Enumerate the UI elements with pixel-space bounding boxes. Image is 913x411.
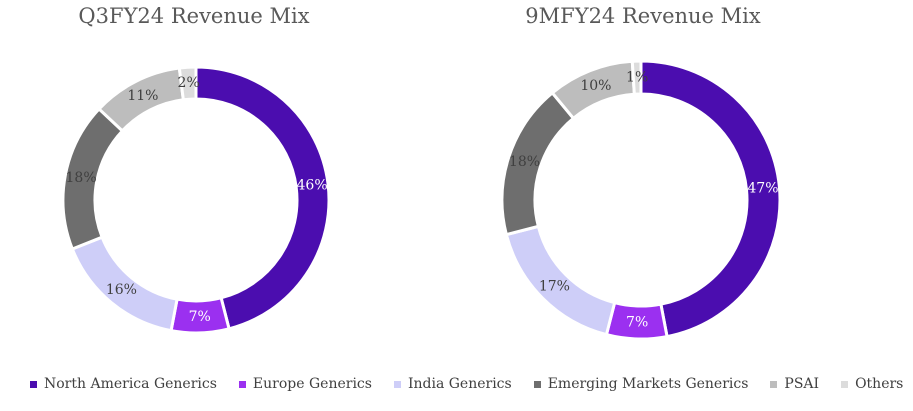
data-label-europe: 7%	[626, 314, 648, 330]
legend-label: Europe Generics	[252, 376, 372, 392]
data-label-psai: 11%	[127, 88, 158, 104]
data-label-psai: 10%	[580, 78, 611, 94]
legend-item-psai: PSAI	[770, 376, 819, 392]
chart-title-9mfy24: 9MFY24 Revenue Mix	[525, 4, 761, 28]
donut-slice-others	[177, 65, 198, 102]
legend-item-india: India Generics	[393, 376, 512, 392]
donut-9mfy24: 47% 7% 17% 18% 10% 1%	[500, 59, 782, 341]
donut-slice-others	[630, 59, 643, 96]
legend-swatch	[393, 380, 401, 388]
legend-swatch	[30, 380, 37, 388]
data-label-north-america: 46%	[297, 177, 328, 193]
legend-label: PSAI	[784, 376, 820, 392]
legend-label: Others	[855, 376, 904, 392]
data-label-europe: 7%	[189, 309, 211, 325]
legend-item-europe: Europe Generics	[238, 376, 372, 392]
chart-title-q3fy24: Q3FY24 Revenue Mix	[78, 4, 310, 28]
legend-label: North America Generics	[44, 376, 217, 392]
data-label-north-america: 47%	[747, 180, 778, 196]
chart-legend: North America Generics Europe Generics I…	[30, 376, 910, 392]
legend-swatch	[841, 380, 849, 388]
donut-slice-north-america	[639, 59, 782, 339]
data-label-emerging-markets: 18%	[66, 170, 97, 186]
legend-item-others: Others	[841, 376, 903, 392]
data-label-india: 17%	[539, 279, 570, 295]
legend-swatch	[770, 380, 778, 388]
data-label-others: 2%	[178, 75, 200, 91]
legend-item-emerging-markets: Emerging Markets Generics	[533, 376, 749, 392]
data-label-others: 1%	[626, 70, 648, 86]
legend-label: Emerging Markets Generics	[547, 376, 749, 392]
legend-item-north-america: North America Generics	[30, 376, 217, 392]
legend-swatch	[238, 380, 246, 388]
legend-swatch	[533, 380, 541, 388]
donut-q3fy24: 46% 7% 16% 18% 11% 2%	[61, 65, 331, 335]
data-label-india: 16%	[106, 282, 137, 298]
data-label-emerging-markets: 18%	[509, 154, 540, 170]
donut-slice-north-america	[194, 65, 331, 331]
legend-label: India Generics	[407, 376, 512, 392]
